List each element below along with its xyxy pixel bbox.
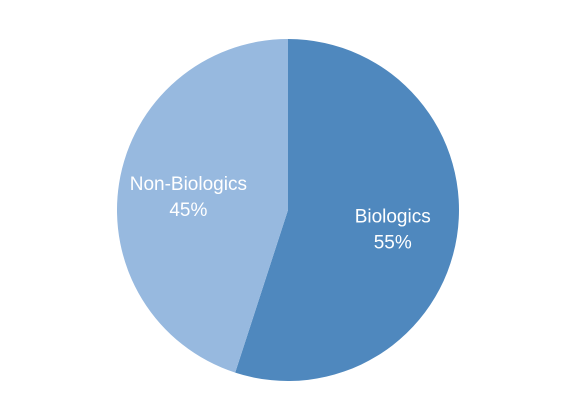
slice-label-name: Biologics [355,207,431,228]
slice-label-percent: 55% [374,233,412,254]
pie-slices [116,39,459,382]
slice-label-name: Non-Biologics [130,174,247,195]
pie-slice-biologics [235,39,459,382]
pie-slice-non-biologics [116,39,288,373]
pie-labels: Biologics 55% Non-Biologics 45% [130,174,431,253]
slice-label-percent: 45% [169,200,207,221]
